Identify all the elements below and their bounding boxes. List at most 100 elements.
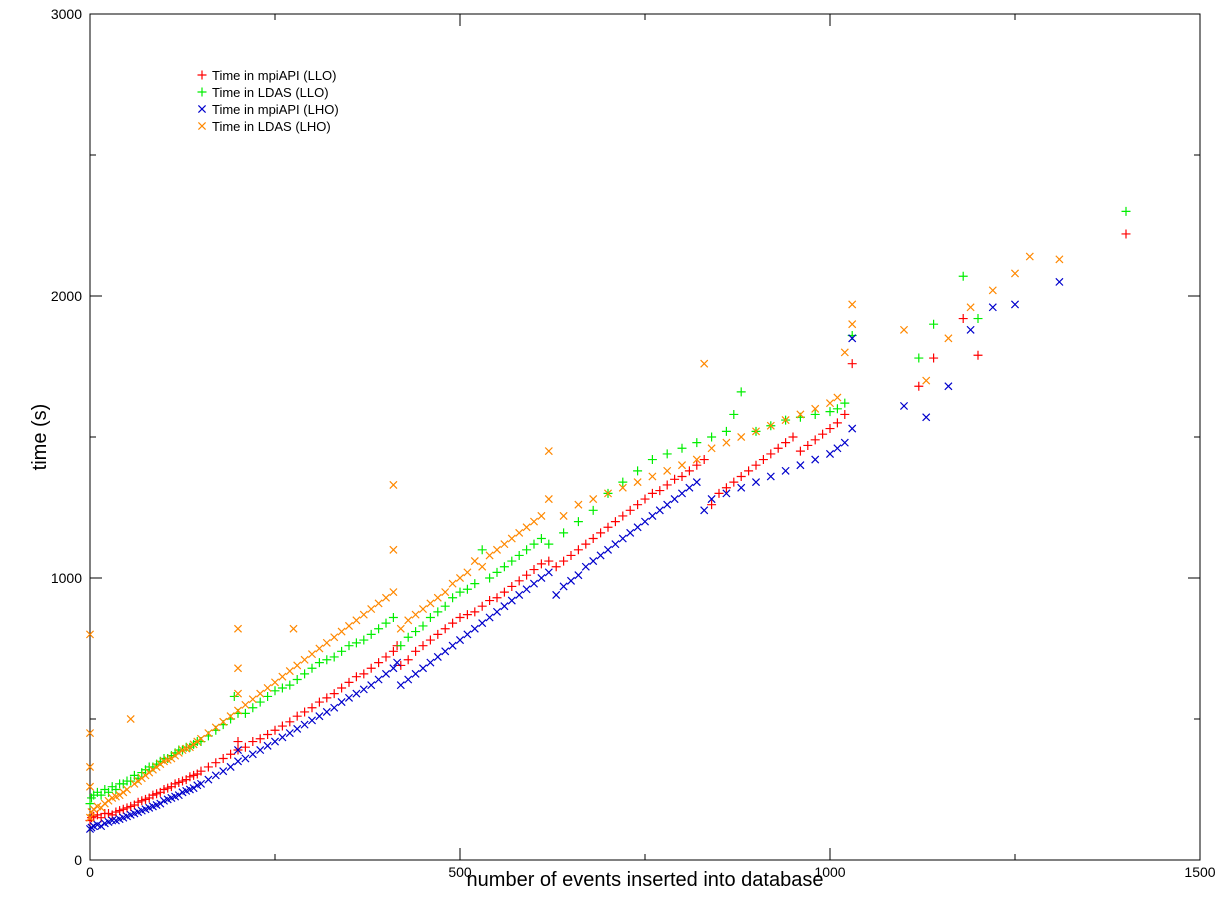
legend-label: Time in LDAS (LLO) (212, 85, 329, 100)
legend-label: Time in mpiAPI (LHO) (212, 102, 339, 117)
data-point (300, 720, 309, 729)
x-tick-label: 0 (86, 864, 94, 880)
data-point (944, 382, 953, 391)
data-point (485, 613, 494, 622)
data-point (574, 571, 583, 580)
data-point (477, 545, 487, 555)
axis-ticks (89, 13, 1201, 861)
data-point (707, 495, 716, 504)
data-point (729, 409, 739, 419)
data-point (544, 568, 553, 577)
legend-marker (197, 70, 207, 80)
data-point (529, 539, 539, 549)
data-point (97, 822, 106, 831)
data-point (544, 447, 553, 456)
data-point (277, 683, 287, 693)
data-point (811, 404, 820, 413)
data-point (329, 652, 339, 662)
data-point (729, 477, 739, 487)
data-point (692, 460, 702, 470)
data-point (152, 762, 161, 771)
data-point (758, 455, 768, 465)
data-point (522, 585, 531, 594)
data-point (1121, 206, 1131, 216)
data-point (966, 325, 975, 334)
data-point (293, 724, 302, 733)
data-point (515, 528, 524, 537)
data-point (367, 681, 376, 690)
data-point (914, 381, 924, 391)
data-point (677, 461, 687, 470)
data-point (278, 672, 287, 681)
data-point (126, 801, 136, 811)
data-point (455, 587, 465, 597)
data-point (507, 596, 516, 605)
data-point (418, 621, 428, 631)
data-point (536, 559, 546, 569)
series-2 (85, 277, 1064, 834)
data-point (611, 540, 620, 549)
legend-label: Time in mpiAPI (LLO) (212, 68, 337, 83)
data-point (640, 494, 650, 504)
data-point (359, 635, 369, 645)
data-point (115, 806, 125, 816)
data-point (973, 350, 983, 360)
data-point (781, 438, 791, 448)
data-point (462, 610, 472, 620)
data-point (833, 444, 842, 453)
data-point (203, 762, 213, 772)
data-point (322, 638, 331, 647)
data-point (707, 432, 717, 442)
data-point (899, 401, 909, 411)
data-point (122, 803, 132, 813)
data-point (973, 314, 983, 324)
data-point (185, 743, 194, 752)
data-point (389, 664, 398, 673)
data-point (337, 683, 347, 693)
data-point (618, 483, 627, 492)
data-point (914, 353, 924, 363)
data-point (589, 557, 598, 566)
data-point (366, 629, 376, 639)
data-point (588, 534, 598, 544)
data-point (448, 579, 457, 588)
data-point (433, 593, 442, 602)
data-point (736, 387, 746, 397)
data-point (86, 813, 96, 823)
data-point (85, 729, 95, 738)
y-axis-title: time (s) (29, 404, 51, 471)
data-point (411, 669, 420, 678)
data-point (233, 624, 243, 633)
data-point (647, 455, 657, 465)
data-point (455, 573, 465, 583)
data-point (566, 576, 576, 585)
data-point (618, 534, 627, 543)
x-tick-label: 1500 (1184, 864, 1215, 880)
data-point (751, 427, 761, 436)
data-point (499, 587, 509, 597)
data-point (574, 500, 583, 509)
data-point (470, 557, 479, 566)
data-point (692, 455, 701, 464)
data-point (788, 432, 798, 442)
data-point (440, 601, 450, 611)
data-point (381, 669, 391, 678)
data-point (178, 776, 187, 786)
data-point (352, 689, 361, 698)
data-point (233, 664, 243, 673)
data-point (300, 655, 309, 664)
data-point (226, 712, 235, 721)
data-point (418, 664, 428, 673)
data-point (988, 286, 997, 295)
data-point (448, 593, 458, 603)
data-point (573, 517, 583, 527)
data-point (141, 771, 150, 780)
data-point (196, 734, 206, 743)
data-point (248, 703, 258, 713)
data-point (848, 300, 857, 309)
data-point (189, 740, 198, 749)
data-point (448, 618, 458, 628)
data-point (337, 627, 346, 636)
series-1 (85, 206, 1131, 809)
data-point (795, 446, 805, 456)
